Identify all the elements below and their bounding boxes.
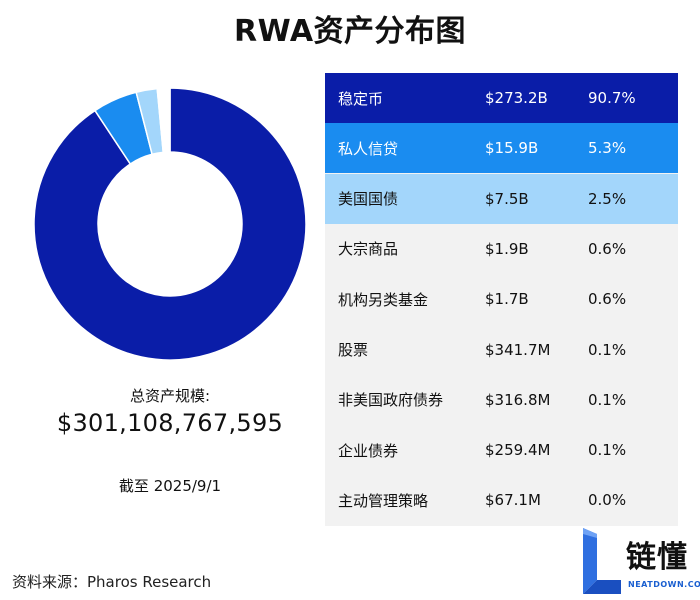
- table-row: 美国国债 $7.5B 2.5%: [325, 173, 678, 224]
- total-assets-label: 总资产规模:: [129, 387, 211, 405]
- amount-value: $259.4M: [485, 441, 551, 460]
- chart-title: RWA资产分布图: [233, 14, 467, 49]
- as-of-date: 截至 2025/9/1: [118, 477, 222, 495]
- category-label: 美国国债: [338, 190, 399, 209]
- category-label: 大宗商品: [338, 240, 399, 259]
- table-row: 股票 $341.7M 0.1%: [325, 324, 678, 375]
- amount-value: $273.2B: [485, 89, 548, 107]
- table-row: 企业债券 $259.4M 0.1%: [325, 425, 678, 476]
- amount-value: $67.1M: [485, 491, 541, 510]
- table-row: 稳定币 $273.2B 90.7%: [325, 73, 678, 123]
- category-label: 非美国政府债券: [338, 391, 444, 410]
- logo-text: 链懂: [626, 540, 688, 575]
- percent-value: 5.3%: [588, 139, 627, 158]
- table-row: 主动管理策略 $67.1M 0.0%: [325, 475, 678, 526]
- amount-value: $316.8M: [485, 390, 551, 409]
- percent-value: 0.1%: [588, 340, 627, 359]
- source-note: 资料来源：Pharos Research: [12, 573, 212, 591]
- percent-value: 0.0%: [588, 491, 627, 510]
- amount-value: $1.9B: [485, 239, 529, 258]
- table-row: 机构另类基金 $1.7B 0.6%: [325, 274, 678, 325]
- percent-value: 90.7%: [588, 89, 636, 107]
- percent-value: 0.6%: [588, 239, 627, 258]
- category-label: 私人信贷: [338, 139, 399, 158]
- category-label: 股票: [338, 341, 369, 359]
- table-row: 大宗商品 $1.9B 0.6%: [325, 223, 678, 274]
- table-row: 私人信贷 $15.9B 5.3%: [325, 123, 678, 174]
- percent-value: 0.1%: [588, 441, 627, 460]
- percent-value: 0.1%: [588, 390, 627, 409]
- amount-value: $341.7M: [485, 340, 551, 359]
- donut-slice-1: [33, 87, 307, 361]
- category-label: 稳定币: [338, 89, 384, 108]
- donut-slice-other: [156, 87, 171, 154]
- logo-l-icon: [583, 528, 621, 594]
- category-label: 企业债券: [338, 441, 399, 460]
- percent-value: 0.6%: [588, 290, 627, 309]
- total-assets-value: $301,108,767,595: [56, 409, 284, 437]
- percent-value: 2.5%: [588, 189, 627, 208]
- amount-value: $15.9B: [485, 139, 539, 158]
- category-label: 主动管理策略: [338, 491, 429, 510]
- neatdown-logo: 链懂 NEATDOWN.COM: [583, 528, 700, 598]
- distribution-table: 稳定币 $273.2B 90.7% 私人信贷 $15.9B 5.3% 美国国债 $7.5B 2.…: [325, 73, 678, 526]
- table-row: 非美国政府债券 $316.8M 0.1%: [325, 374, 678, 425]
- logo-subtext: NEATDOWN.COM: [628, 580, 700, 589]
- donut-chart: [33, 87, 307, 361]
- category-label: 机构另类基金: [338, 290, 429, 309]
- amount-value: $1.7B: [485, 290, 529, 309]
- amount-value: $7.5B: [485, 189, 529, 208]
